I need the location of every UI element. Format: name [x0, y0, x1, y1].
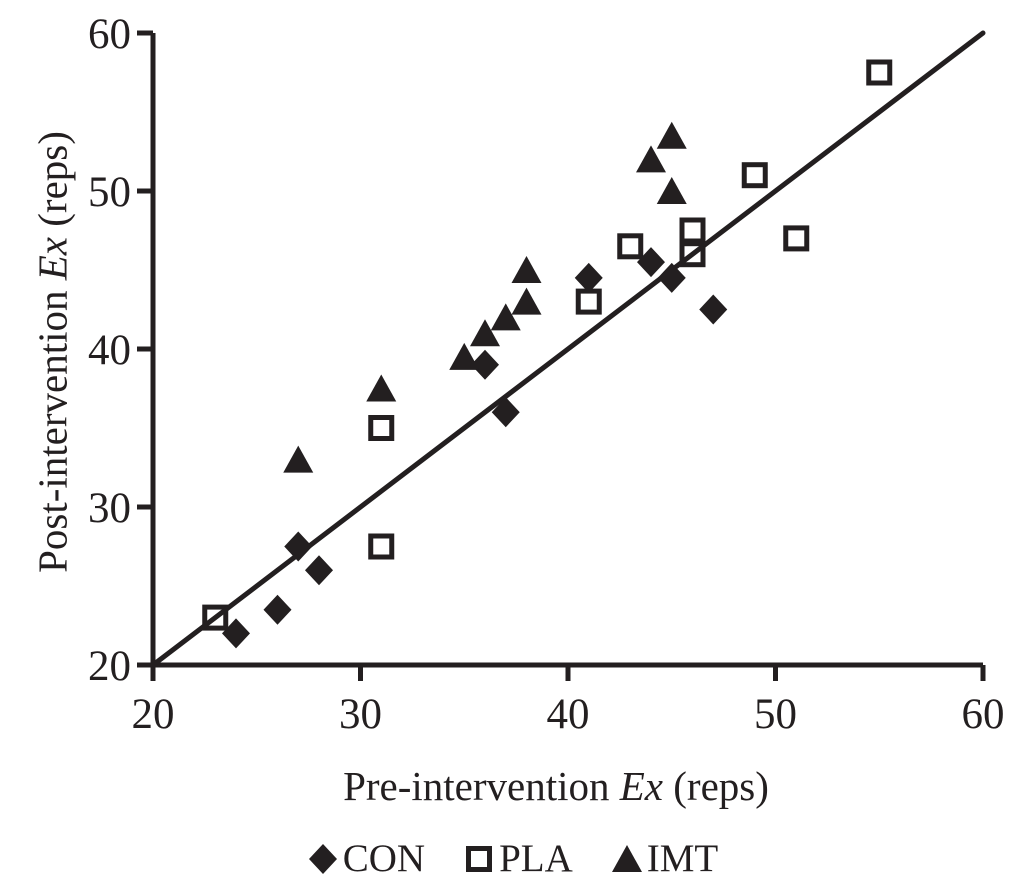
data-point-pla [741, 162, 768, 189]
data-point-con [471, 349, 499, 380]
data-point-imt [366, 374, 397, 402]
data-point-pla [368, 533, 395, 560]
legend-item-con: CON [306, 836, 425, 881]
data-point-con [263, 594, 292, 625]
x-tick-label: 30 [339, 691, 382, 738]
diamond-icon [308, 843, 337, 874]
data-point-con [284, 531, 313, 562]
data-point-pla [679, 241, 706, 268]
y-tick-label: 60 [88, 11, 131, 58]
data-point-pla [679, 217, 706, 244]
identity-line [150, 30, 986, 668]
data-point-imt [656, 177, 687, 204]
data-point-pla [783, 225, 810, 252]
data-point-con [699, 294, 728, 325]
data-point-imt [656, 121, 687, 149]
legend-item-imt: IMT [610, 836, 719, 881]
x-tick-label: 50 [754, 691, 797, 738]
legend-label-imt: IMT [646, 837, 719, 880]
legend-marker-pla [466, 845, 493, 872]
legend-label-pla: PLA [499, 837, 573, 880]
y-tick-label: 20 [88, 643, 131, 690]
y-tick-label: 40 [88, 327, 131, 374]
data-point-imt [511, 287, 542, 315]
x-axis-title: Pre-intervention Ex (reps) [96, 762, 1016, 810]
data-point-con [305, 555, 333, 586]
triangle-icon [611, 844, 642, 872]
y-tick-label: 30 [88, 485, 131, 532]
chart-legend: CON PLA IMT [0, 836, 1024, 881]
x-axis-title-text: Pre-intervention [343, 763, 620, 809]
data-point-pla [866, 59, 893, 86]
data-point-con [222, 618, 250, 649]
data-point-pla [617, 233, 644, 260]
data-point-pla [575, 288, 602, 315]
data-point-imt [636, 145, 666, 173]
data-point-imt [449, 342, 480, 370]
square-icon [466, 845, 493, 872]
data-point-pla [368, 415, 395, 441]
data-point-pla [202, 604, 229, 631]
data-point-con [491, 397, 520, 428]
data-point-con [574, 262, 603, 293]
x-tick-label: 20 [132, 691, 175, 738]
x-axis-title-unit: (reps) [663, 763, 769, 809]
legend-label-con: CON [342, 837, 426, 880]
data-point-con [657, 262, 686, 293]
data-point-imt [511, 256, 542, 283]
y-tick-label: 50 [88, 169, 131, 216]
legend-item-pla: PLA [462, 836, 573, 881]
data-point-imt [490, 303, 521, 331]
x-tick-label: 40 [547, 691, 590, 738]
data-point-imt [470, 319, 500, 347]
x-axis-title-italic: Ex [619, 763, 664, 809]
plot-canvas: 20 30 40 50 60 20 30 40 50 60 [88, 11, 1005, 738]
data-point-con [637, 247, 665, 278]
legend-marker-imt [611, 844, 642, 872]
x-tick-label: 60 [962, 691, 1005, 738]
data-point-imt [283, 445, 314, 473]
legend-marker-con [308, 843, 337, 874]
